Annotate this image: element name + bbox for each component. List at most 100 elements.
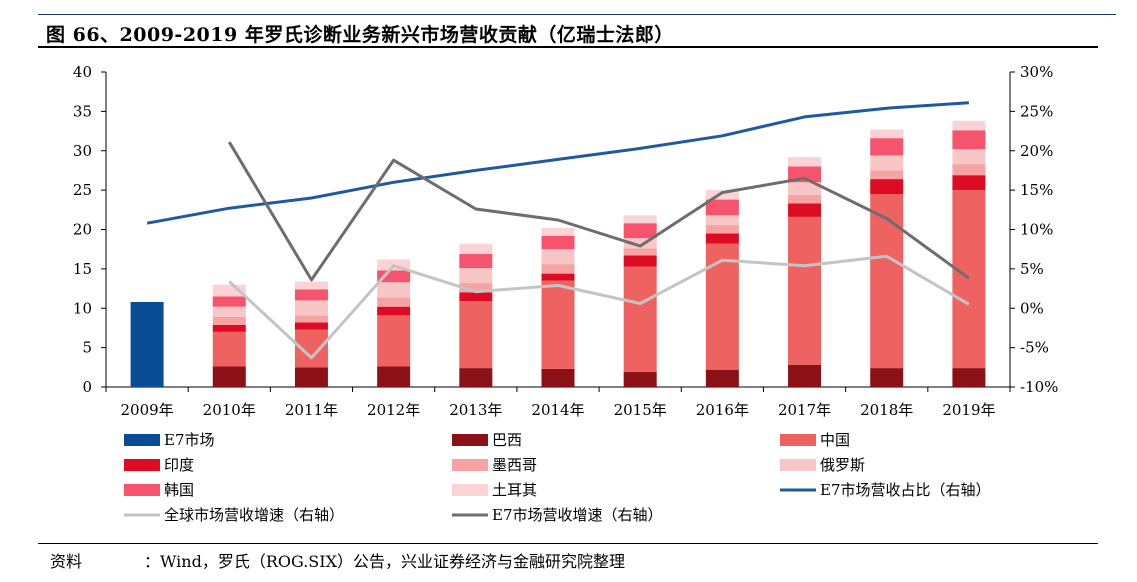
bar-segment — [294, 300, 328, 316]
bar-segment — [870, 179, 904, 195]
bar-segment — [212, 284, 246, 297]
chart-title: 图 66、2009-2019 年罗氏诊断业务新兴市场营收贡献（亿瑞士法郎） — [46, 24, 674, 46]
bar-segment — [294, 322, 328, 330]
x-tick-label: 2019年 — [942, 401, 995, 419]
bar-segment — [459, 243, 493, 254]
bar-segment — [788, 194, 822, 204]
y-tick-label-right: 0% — [1020, 299, 1044, 317]
bar-segment — [212, 331, 246, 367]
x-tick-label: 2017年 — [778, 401, 831, 419]
bar-segment — [294, 281, 328, 290]
bar-segment — [294, 289, 328, 301]
y-tick-label-right: 10% — [1020, 221, 1053, 239]
y-tick-label-right: 5% — [1020, 260, 1044, 278]
y-tick-label-right: 30% — [1020, 63, 1053, 81]
bar-segment — [541, 227, 575, 236]
bar-segment — [705, 243, 739, 370]
bar-segment — [541, 264, 575, 274]
bar-segment — [212, 306, 246, 317]
y-tick-label-right: 15% — [1020, 181, 1053, 199]
bar-segment — [870, 194, 904, 369]
y-tick-label-left: 25 — [73, 181, 92, 199]
bar-segment — [952, 190, 986, 369]
bar-segment — [705, 224, 739, 234]
y-tick-label-left: 30 — [73, 142, 92, 160]
y-tick-label-right: -5% — [1020, 339, 1049, 357]
chart-svg: 0 5 10 15 20 25 30 35 40 -10% -5% 0% 5% 10% 15% 20% 25% 3… — [73, 63, 1059, 524]
bar-segment — [212, 296, 246, 307]
bar-segment — [212, 316, 246, 325]
y-tick-label-left: 15 — [73, 260, 92, 278]
bar-segment — [294, 315, 328, 323]
bar-segment — [870, 155, 904, 171]
bar-segment — [459, 301, 493, 369]
x-tick-label: 2014年 — [531, 401, 584, 419]
legend-label: 全球市场营收增速（右轴） — [164, 506, 344, 524]
series-line — [228, 141, 970, 282]
legend-label: 巴西 — [492, 431, 522, 449]
legend-swatch — [780, 459, 816, 471]
bar-segment — [952, 175, 986, 191]
source-label: 资料 — [50, 552, 83, 571]
bar-segment — [459, 283, 493, 293]
series-line — [228, 254, 970, 360]
y-tick-label-left: 5 — [82, 339, 92, 357]
bar-segment — [130, 301, 164, 387]
bar-segment — [870, 138, 904, 156]
x-tick-label: 2018年 — [860, 401, 913, 419]
x-tick-label: 2012年 — [367, 401, 420, 419]
bar-segment — [377, 306, 411, 316]
bar-segment — [870, 368, 904, 387]
x-tick-label: 2011年 — [285, 401, 338, 419]
x-tick-label: 2016年 — [696, 401, 749, 419]
x-tick-label: 2009年 — [120, 401, 173, 419]
bar-segment — [705, 369, 739, 387]
bar-segment — [705, 233, 739, 244]
bar-segment — [952, 368, 986, 387]
legend-label: 俄罗斯 — [820, 456, 865, 474]
y-tick-label-right: 25% — [1020, 102, 1053, 120]
bar-segment — [212, 324, 246, 332]
bar-segment — [541, 249, 575, 265]
bar-segment — [459, 253, 493, 269]
legend-swatch — [124, 484, 160, 496]
series-line — [146, 101, 970, 225]
bar-segment — [541, 273, 575, 281]
y-tick-label-right: -10% — [1020, 378, 1058, 396]
bar-segment — [952, 164, 986, 176]
bar-segment — [705, 190, 739, 200]
bar-segment — [541, 280, 575, 369]
legend-swatch — [124, 434, 160, 446]
source-note: 资料 ：Wind，罗氏（ROG.SIX）公告，兴业证券经济与金融研究院整理 — [50, 548, 625, 572]
bar-segment — [623, 238, 657, 249]
bar-segment — [294, 367, 328, 387]
bar-segment — [870, 170, 904, 180]
bar-segment — [212, 366, 246, 387]
legend-label: 中国 — [820, 431, 850, 449]
y-tick-label-left: 10 — [73, 299, 92, 317]
bar-segment — [788, 203, 822, 217]
bar-segment — [541, 368, 575, 387]
legend-label: E7市场 — [164, 431, 215, 449]
bar-segment — [870, 129, 904, 139]
legend-label: E7市场营收增速（右轴） — [492, 506, 663, 524]
bar-segment — [623, 266, 657, 373]
bar-segment — [377, 297, 411, 307]
bar-segment — [459, 368, 493, 387]
y-tick-label-left: 35 — [73, 102, 92, 120]
source-text: ：Wind，罗氏（ROG.SIX）公告，兴业证券经济与金融研究院整理 — [144, 552, 625, 571]
y-tick-label-left: 40 — [73, 63, 92, 81]
bar-segment — [623, 215, 657, 224]
bar-segment — [705, 199, 739, 216]
bar-segment — [788, 157, 822, 167]
legend-label: E7市场营收占比（右轴） — [820, 481, 991, 499]
x-tick-label: 2013年 — [449, 401, 502, 419]
bar-segment — [623, 223, 657, 239]
bar-segment — [377, 315, 411, 367]
bar-segment — [788, 182, 822, 195]
y-tick-label-left: 20 — [73, 221, 92, 239]
legend-swatch — [780, 434, 816, 446]
x-tick-label: 2010年 — [203, 401, 256, 419]
bar-segment — [952, 149, 986, 165]
bar-segment — [788, 364, 822, 387]
